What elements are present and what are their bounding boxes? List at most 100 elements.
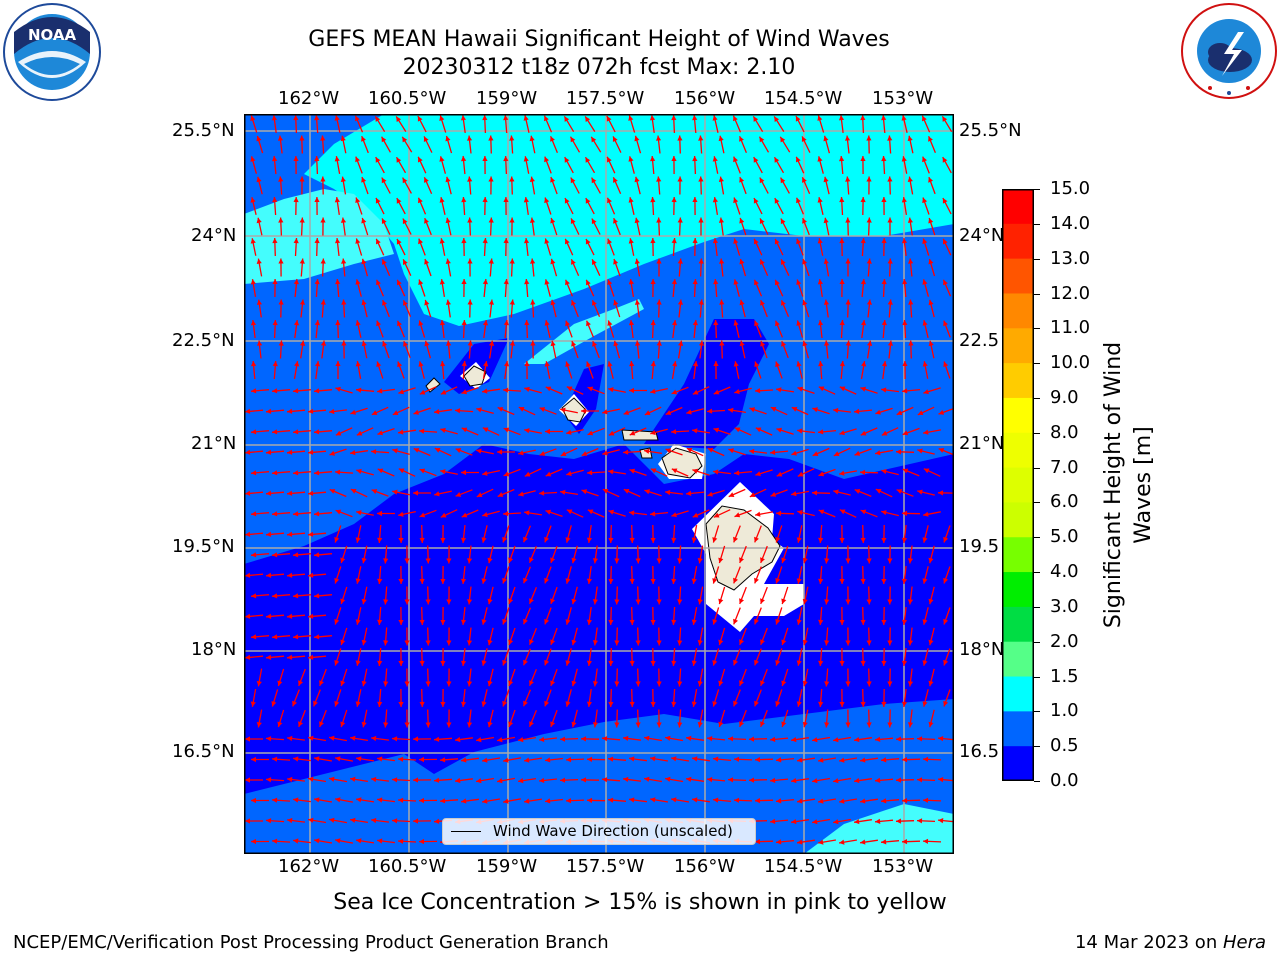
wind-arrow-head <box>608 387 614 393</box>
wind-arrow-head <box>774 157 780 163</box>
wind-arrow-head <box>335 469 341 475</box>
wind-arrow-head <box>461 469 466 476</box>
wind-arrow-head <box>818 320 824 326</box>
wind-arrow-head <box>371 776 377 783</box>
wind-arrow-head <box>754 577 759 584</box>
wind-arrow-head <box>545 428 550 435</box>
wind-arrow-head <box>802 259 808 265</box>
wind-arrow-head <box>824 599 830 605</box>
wind-arrow-head <box>335 238 341 244</box>
wind-arrow-head <box>614 599 620 605</box>
wind-arrow-head <box>928 299 934 306</box>
wind-arrow-head <box>922 660 928 666</box>
wind-arrow-head <box>396 198 402 204</box>
wind-arrow-head <box>503 156 509 162</box>
wind-arrow-head <box>314 756 320 762</box>
wind-arrow-head <box>770 736 776 742</box>
wind-arrow-head <box>833 451 840 456</box>
wind-arrow-head <box>602 777 608 783</box>
wind-arrow-head <box>802 299 808 306</box>
wind-arrow-head <box>383 722 389 728</box>
wind-arrow-head <box>634 299 640 305</box>
wind-arrow-head <box>272 511 278 517</box>
wind-arrow-head <box>350 735 356 741</box>
wind-arrow-head <box>467 340 473 346</box>
wind-arrow-head <box>482 279 488 285</box>
wind-arrow-head <box>550 340 556 347</box>
wind-arrow-head <box>629 701 635 707</box>
wind-arrow-head <box>523 700 528 707</box>
wind-arrow-head <box>692 115 698 121</box>
wind-arrow-head <box>629 619 635 625</box>
wind-arrow-head <box>251 361 257 367</box>
wind-arrow-head <box>739 217 745 224</box>
lon-label-top-156w: 156°W <box>674 88 736 109</box>
wind-arrow-head <box>481 619 487 625</box>
wind-arrow-head <box>833 819 839 825</box>
wind-arrow-head <box>293 634 299 640</box>
wind-arrow-head <box>866 217 872 223</box>
wind-arrow-head <box>671 115 677 121</box>
wind-arrow-head <box>677 176 683 182</box>
wind-arrow-head <box>866 135 872 141</box>
wind-arrow-head <box>287 408 293 414</box>
wind-arrow-head <box>718 135 724 142</box>
wind-arrow-head <box>734 512 741 518</box>
wind-arrow-head <box>419 756 424 763</box>
wind-arrow-head <box>361 639 367 646</box>
wind-arrow-head <box>692 512 699 518</box>
wind-arrow-head <box>712 701 718 707</box>
wind-arrow-head <box>839 470 845 476</box>
wind-arrow-head <box>776 427 782 433</box>
wind-arrow-head <box>824 558 830 564</box>
wind-arrow-head <box>902 430 909 436</box>
wind-arrow-head <box>928 557 934 564</box>
wind-arrow-head <box>775 660 781 666</box>
wind-arrow-head <box>487 598 493 605</box>
wind-arrow-head <box>629 537 635 543</box>
wind-arrow-head <box>314 552 320 558</box>
wind-arrow-head <box>938 409 945 415</box>
wind-arrow-head <box>691 660 697 666</box>
wind-arrow-head <box>760 300 765 306</box>
wind-arrow-head <box>564 157 570 163</box>
wind-arrow-head <box>545 757 551 763</box>
wind-arrow-head <box>713 797 719 803</box>
wind-arrow-head <box>928 598 934 605</box>
wind-arrow-head <box>482 798 488 804</box>
wind-arrow-head <box>907 599 914 605</box>
wind-arrow-head <box>287 490 293 496</box>
wind-arrow-head <box>817 197 823 203</box>
wind-arrow-head <box>461 320 467 326</box>
wind-arrow-head <box>881 620 887 625</box>
wind-arrow-head <box>644 448 650 454</box>
lon-label-top-159w: 159°W <box>476 88 538 109</box>
wind-arrow-head <box>728 407 734 413</box>
wind-arrow-head <box>293 511 299 517</box>
wind-arrow-head <box>392 818 398 824</box>
wind-arrow-head <box>671 537 677 543</box>
wind-arrow-head <box>896 449 902 455</box>
wind-arrow-head <box>425 558 431 564</box>
wind-arrow-head <box>461 660 467 666</box>
lat-label-right-22-5: 22.5 <box>959 330 1000 351</box>
wind-arrow-head <box>901 701 908 707</box>
wind-arrow-head <box>591 218 597 225</box>
wind-arrow-head <box>938 736 944 742</box>
wind-arrow-head <box>314 388 320 394</box>
wind-arrow-head <box>586 361 592 368</box>
wind-arrow-head <box>656 176 662 182</box>
wind-arrow-head <box>812 819 818 825</box>
wind-arrow-head <box>801 136 807 142</box>
wind-arrow-head <box>671 238 677 244</box>
wind-arrow-head <box>901 156 907 162</box>
wind-arrow-head <box>335 430 342 436</box>
wind-arrow-head <box>455 448 462 453</box>
wind-arrow-head <box>383 599 389 605</box>
wind-arrow-head <box>671 197 677 203</box>
wind-arrow-head <box>299 135 305 141</box>
wind-arrow-head <box>524 798 530 804</box>
wind-arrow-head <box>439 156 445 162</box>
wind-arrow-head <box>266 572 272 578</box>
wind-arrow-head <box>482 388 488 394</box>
